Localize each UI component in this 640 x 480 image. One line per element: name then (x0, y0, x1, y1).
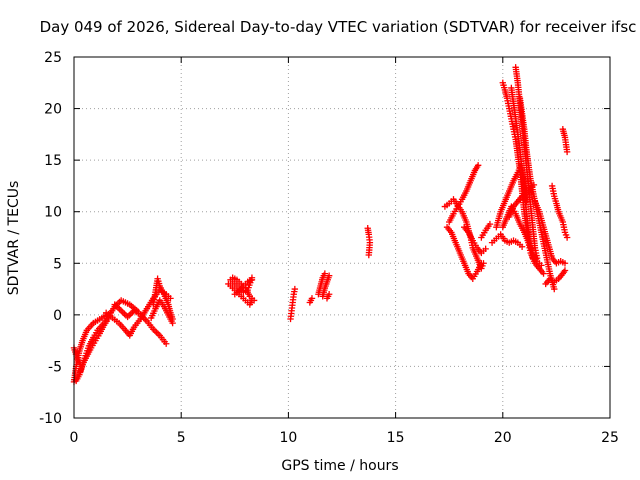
data-point (478, 260, 485, 267)
x-tick-label: 10 (279, 430, 297, 446)
data-point (486, 220, 494, 228)
y-tick-label: -10 (39, 411, 62, 427)
y-tick-label: 15 (44, 153, 62, 169)
plot-frame (73, 56, 611, 419)
data-point (530, 181, 538, 189)
tick-labels: 0 5 10 15 20 25 -10 -5 0 5 10 15 20 25 (39, 50, 619, 446)
data-point (248, 276, 256, 283)
y-tick-label: 0 (53, 308, 62, 324)
x-tick-label: 25 (601, 430, 619, 446)
x-tick-label: 15 (387, 430, 405, 446)
data-point (540, 270, 547, 277)
grid-lines (74, 57, 610, 418)
data-point (474, 162, 482, 169)
data-point (563, 148, 571, 156)
data-point (308, 295, 316, 302)
data-point (518, 243, 526, 250)
data-point (325, 291, 333, 298)
y-tick-label: -5 (48, 359, 62, 375)
data-point (321, 270, 329, 277)
data-point (551, 285, 558, 293)
data-point (325, 272, 333, 279)
x-tick-label: 20 (494, 430, 512, 446)
data-point (561, 260, 569, 267)
chart-title: Day 049 of 2026, Sidereal Day-to-day VTE… (40, 18, 637, 36)
data-point (169, 319, 176, 327)
y-tick-label: 10 (44, 205, 62, 221)
data-point (561, 267, 569, 274)
data-point (365, 251, 372, 259)
data-point (482, 245, 489, 253)
x-tick-label: 5 (177, 430, 186, 446)
data-point (563, 234, 571, 241)
data-points (70, 64, 571, 386)
y-axis-label: SDTVAR / TECUs (6, 181, 22, 296)
data-point (291, 285, 299, 293)
x-axis-label: GPS time / hours (281, 458, 398, 474)
x-tick-label: 0 (70, 430, 79, 446)
data-point (538, 262, 545, 269)
data-point (250, 297, 258, 304)
y-tick-label: 25 (44, 50, 62, 66)
data-point (162, 340, 170, 347)
y-tick-label: 20 (44, 102, 62, 118)
data-point (77, 361, 84, 368)
y-tick-label: 5 (53, 256, 62, 272)
